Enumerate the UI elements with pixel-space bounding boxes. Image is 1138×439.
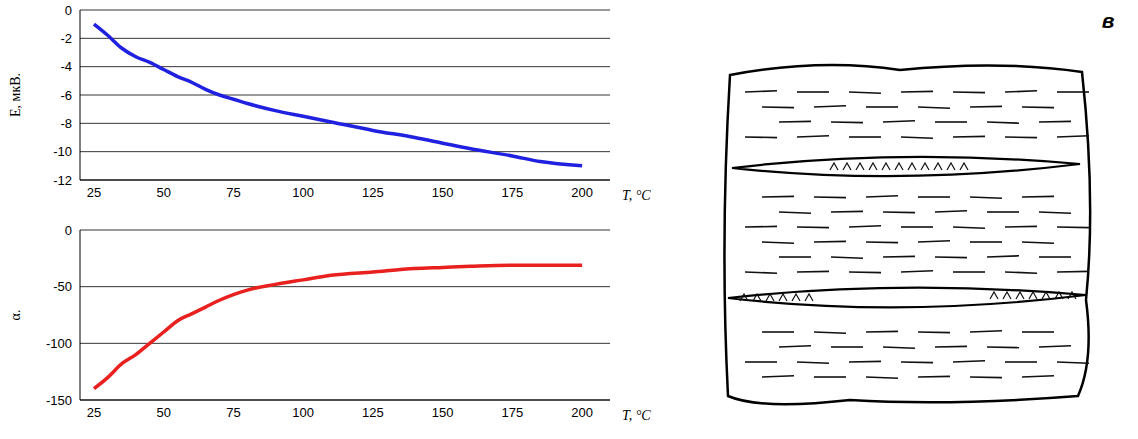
svg-text:T, °C: T, °C [622,408,651,423]
svg-text:T, °C: T, °C [622,188,651,203]
svg-text:200: 200 [571,185,593,200]
svg-text:0: 0 [65,3,72,18]
svg-text:150: 150 [432,405,454,420]
svg-text:125: 125 [362,405,384,420]
svg-text:-8: -8 [60,116,72,131]
svg-text:-12: -12 [53,173,72,188]
svg-text:-150: -150 [46,393,72,408]
svg-text:-2: -2 [60,31,72,46]
svg-text:25: 25 [87,405,101,420]
svg-text:-100: -100 [46,336,72,351]
svg-text:175: 175 [502,405,524,420]
svg-text:200: 200 [571,405,593,420]
svg-text:150: 150 [432,185,454,200]
svg-text:75: 75 [226,405,240,420]
svg-text:-10: -10 [53,144,72,159]
svg-text:25: 25 [87,185,101,200]
svg-text:0: 0 [65,223,72,238]
svg-text:125: 125 [362,185,384,200]
svg-text:100: 100 [292,405,314,420]
svg-text:75: 75 [226,185,240,200]
svg-text:в: в [1102,9,1115,32]
svg-text:100: 100 [292,185,314,200]
svg-text:α.: α. [8,310,23,321]
svg-text:-6: -6 [60,88,72,103]
svg-text:50: 50 [156,405,170,420]
svg-text:175: 175 [502,185,524,200]
svg-text:-4: -4 [60,59,72,74]
svg-text:50: 50 [156,185,170,200]
svg-text:-50: -50 [53,279,72,294]
svg-text:E, мкВ.: E, мкВ. [8,73,23,117]
